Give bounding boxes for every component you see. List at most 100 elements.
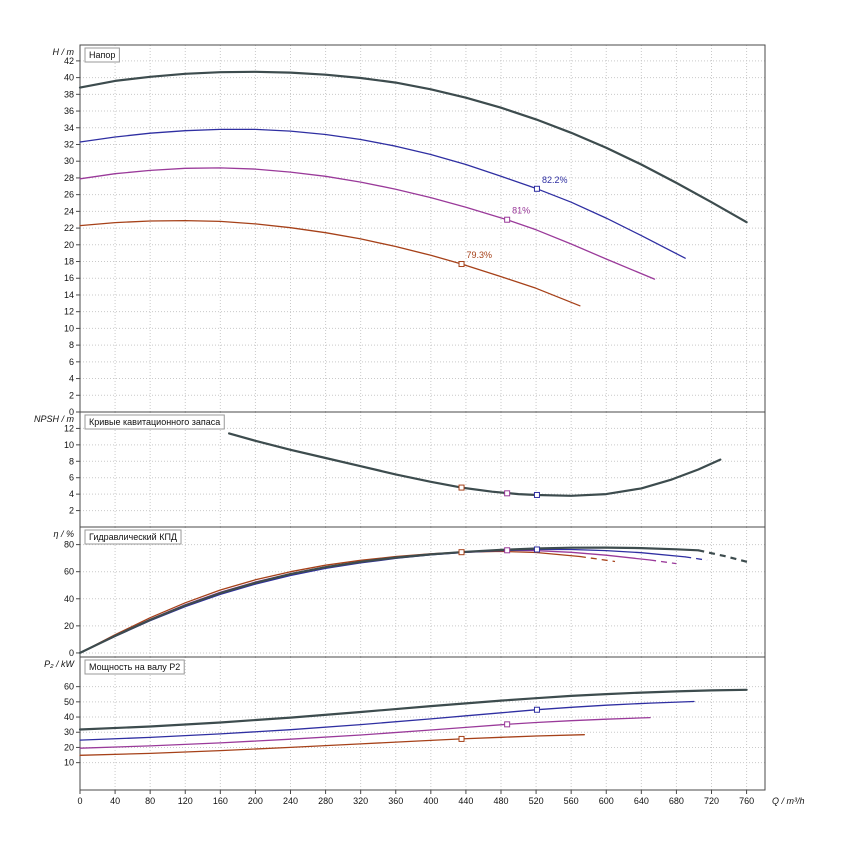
x-tick-label: 160 [213, 796, 228, 806]
efficiency-percent-label: 81% [512, 206, 530, 216]
x-tick-label: 320 [353, 796, 368, 806]
x-tick-label: 640 [634, 796, 649, 806]
duty-point-marker [533, 706, 540, 713]
panel-title-box [84, 529, 182, 545]
x-tick-label: 360 [388, 796, 403, 806]
y-tick-label: 26 [64, 190, 74, 200]
head-curve-blue [79, 128, 686, 259]
efficiency-percent-label: 79.3% [467, 250, 493, 260]
y-tick-label: 2 [69, 506, 74, 516]
head-curve-max [78, 70, 748, 224]
efficiency-percent-label: 82.2% [542, 175, 568, 185]
y-tick-label: 0 [69, 648, 74, 658]
panel-efficiency: 0 20 40 60 80η / % Гидравлический КПД [53, 526, 766, 658]
y-tick-label: 2 [69, 390, 74, 400]
x-tick-label: 0 [77, 796, 82, 806]
y-tick-label: 20 [64, 240, 74, 250]
y-tick-label: 10 [64, 323, 74, 333]
duty-point-marker [458, 549, 465, 556]
head-curve-purple [79, 167, 656, 280]
y-tick-label: 12 [64, 423, 74, 433]
y-tick-label: 36 [64, 106, 74, 116]
y-axis-label-head: H / m [53, 47, 75, 57]
y-tick-label: 80 [64, 540, 74, 550]
y-tick-label: 60 [64, 567, 74, 577]
y-tick-label: 38 [64, 89, 74, 99]
panel-title-box [84, 47, 120, 63]
y-tick-label: 42 [64, 56, 74, 66]
x-tick-label: 480 [493, 796, 508, 806]
power-curve-purple [79, 716, 651, 749]
power-curve-red [79, 734, 585, 756]
y-tick-label: 10 [64, 440, 74, 450]
y-tick-label: 60 [64, 682, 74, 692]
y-tick-label: 6 [69, 357, 74, 367]
y-tick-label: 0 [69, 407, 74, 417]
y-tick-label: 50 [64, 697, 74, 707]
y-tick-label: 14 [64, 290, 74, 300]
y-tick-label: 6 [69, 473, 74, 483]
x-tick-label: 120 [178, 796, 193, 806]
y-tick-label: 10 [64, 758, 74, 768]
x-tick-label: 240 [283, 796, 298, 806]
y-tick-label: 8 [69, 340, 74, 350]
x-tick-label: 760 [739, 796, 754, 806]
panel-frame [79, 656, 766, 791]
x-tick-label: 200 [248, 796, 263, 806]
eff-curve-max [78, 546, 700, 654]
duty-point-marker [533, 491, 540, 498]
npsh-curve [228, 432, 722, 497]
x-tick-label: 440 [458, 796, 473, 806]
eff-curve-purple-extrapolated [650, 559, 677, 565]
duty-point-marker [458, 484, 465, 491]
duty-point-marker [533, 185, 540, 192]
duty-point-marker [458, 261, 465, 268]
eff-curve-red-extrapolated [579, 555, 616, 563]
x-tick-label: 400 [423, 796, 438, 806]
panel-title-efficiency: Гидравлический КПД [89, 532, 177, 542]
x-tick-label: 680 [669, 796, 684, 806]
y-tick-label: 30 [64, 727, 74, 737]
eff-curve-max-extrapolated [698, 549, 752, 564]
x-axis-label: Q / m³/h [772, 796, 805, 806]
panel-frame [79, 526, 766, 658]
y-tick-label: 30 [64, 156, 74, 166]
x-tick-label: 520 [529, 796, 544, 806]
panel-title-box [84, 414, 225, 430]
y-tick-label: 18 [64, 257, 74, 267]
y-tick-label: 12 [64, 307, 74, 317]
power-curve-max [78, 688, 748, 731]
panel-power: 10 20 30 40 50 60 P₂ / kW Мощность на валу P2 [44, 656, 766, 791]
x-tick-label: 80 [145, 796, 155, 806]
x-tick-label: 40 [110, 796, 120, 806]
y-axis-label-efficiency: η / % [53, 529, 74, 539]
y-tick-label: 24 [64, 206, 74, 216]
y-tick-label: 28 [64, 173, 74, 183]
duty-point-marker [504, 216, 511, 223]
panel-title-npsh: Кривые кавитационного запаса [89, 417, 220, 427]
y-tick-label: 40 [64, 73, 74, 83]
duty-point-marker [533, 546, 540, 553]
y-axis-label-power: P₂ / kW [44, 659, 75, 669]
y-tick-label: 40 [64, 712, 74, 722]
x-tick-label: 560 [564, 796, 579, 806]
eff-curve-blue-extrapolated [685, 556, 708, 561]
panel-title-box [84, 659, 185, 675]
eff-curve-purple [79, 549, 651, 654]
y-tick-label: 34 [64, 123, 74, 133]
duty-point-marker [504, 547, 511, 554]
panel-title-power: Мощность на валу P2 [89, 662, 180, 672]
x-tick-label: 600 [599, 796, 614, 806]
panel-title-head: Напор [89, 50, 115, 60]
head-curve-red [79, 219, 581, 307]
x-tick-label: 720 [704, 796, 719, 806]
duty-point-marker [504, 721, 511, 728]
duty-point-marker [504, 490, 511, 497]
x-tick-label: 280 [318, 796, 333, 806]
power-curve-blue [79, 700, 695, 741]
y-tick-label: 32 [64, 139, 74, 149]
eff-curve-blue [79, 548, 686, 654]
